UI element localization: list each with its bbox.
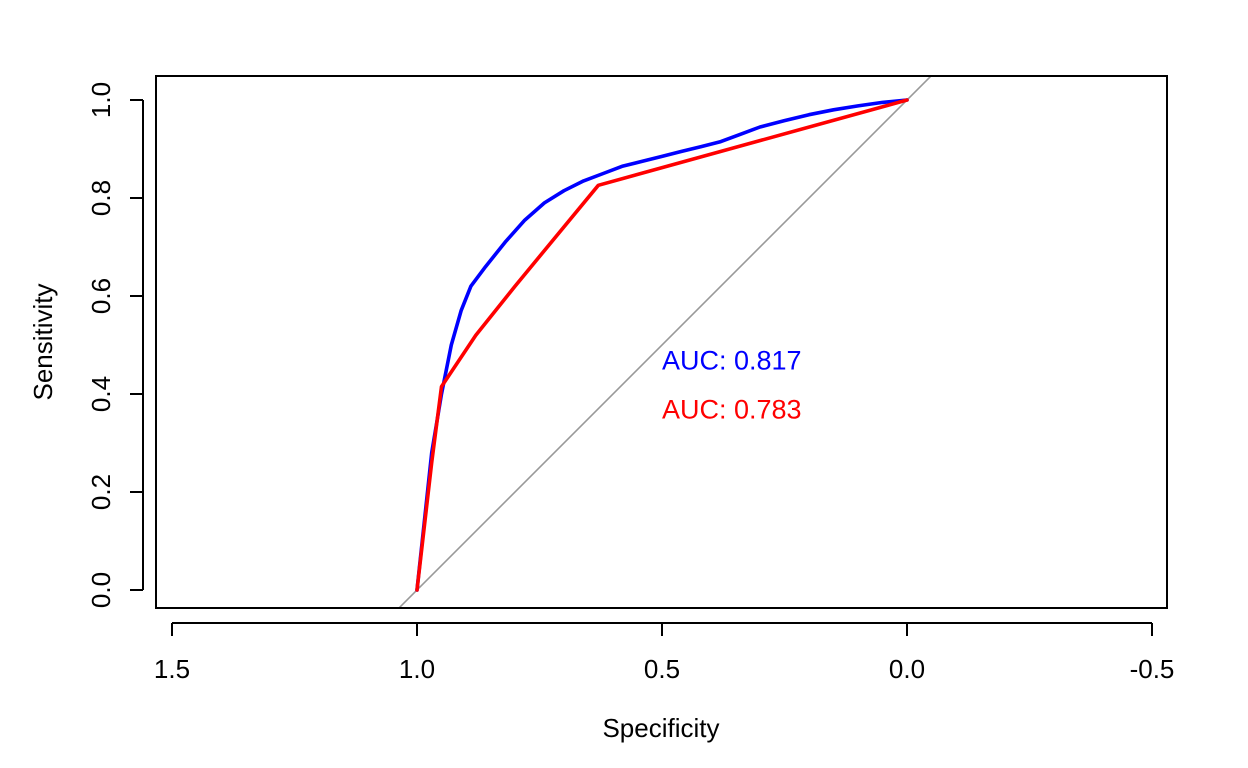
y-axis: 0.0 0.2 0.4 0.6 0.8 1.0 [86,82,144,608]
x-tick-label: 1.0 [399,654,435,684]
series-layer [415,98,909,592]
x-tick-label: 0.5 [644,654,680,684]
roc-curve-2 [415,98,909,592]
x-tick-label: 0.0 [889,654,925,684]
y-axis-title: Sensitivity [28,283,58,400]
y-tick-label: 0.2 [86,474,116,510]
x-axis: 1.5 1.0 0.5 0.0 -0.5 [154,622,1175,684]
y-tick-label: 1.0 [86,82,116,118]
y-tick-label: 0.6 [86,278,116,314]
y-tick-label: 0.4 [86,376,116,412]
reference-diagonal-line [397,76,933,608]
annotation-layer: AUC: 0.817 AUC: 0.783 [662,346,802,425]
plot-frame [155,75,1168,609]
auc-label-2: AUC: 0.783 [662,395,802,425]
x-tick-label: -0.5 [1130,654,1175,684]
roc-curve-1 [415,98,909,592]
x-axis-title: Specificity [602,713,719,743]
x-tick-label: 1.5 [154,654,190,684]
auc-label-1: AUC: 0.817 [662,346,802,376]
y-tick-label: 0.0 [86,572,116,608]
y-tick-label: 0.8 [86,180,116,216]
reference-layer [397,76,933,608]
